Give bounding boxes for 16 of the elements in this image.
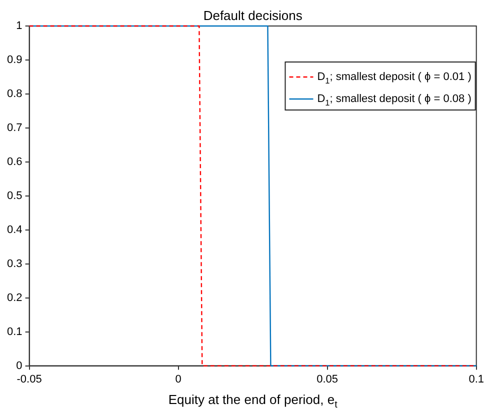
y-tick-label: 0.3	[6, 258, 22, 270]
y-tick-label: 0.5	[6, 190, 22, 202]
y-tick-label: 0.8	[6, 88, 22, 100]
y-tick-label: 0.1	[6, 326, 22, 338]
y-tick-label: 0.6	[6, 156, 22, 168]
y-tick-label: 0.9	[6, 54, 22, 66]
x-tick-label: 0	[175, 373, 182, 386]
y-tick-label: 0.7	[6, 122, 22, 134]
chart-title: Default decisions	[203, 8, 303, 23]
x-tick-label: -0.05	[16, 373, 42, 386]
y-tick-label: 0.2	[6, 292, 22, 304]
x-tick-label: 0.05	[316, 373, 338, 386]
y-tick-label: 0.4	[6, 224, 22, 236]
y-tick-label: 0	[16, 360, 22, 372]
x-tick-label: 0.1	[468, 373, 484, 386]
y-tick-label: 1	[16, 20, 22, 32]
